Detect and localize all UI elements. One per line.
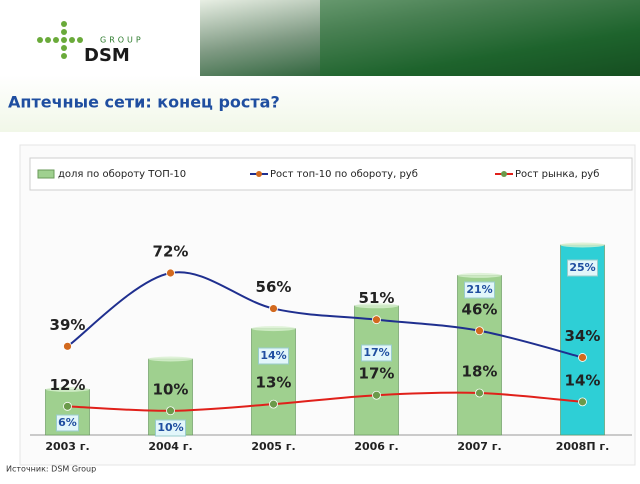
bar-label-box [258,347,289,365]
bar-top [457,272,502,278]
bar-label-box [567,259,598,277]
logo-cross [37,21,83,59]
x-tick-label: 2004 г. [148,440,192,453]
line-label: 39% [50,316,86,334]
bar-label-box [361,344,392,362]
line-label: 12% [50,376,86,394]
line-marker [578,397,587,407]
line-label: 10% [153,380,189,398]
line-marker [372,390,381,400]
line-marker [475,388,484,398]
bar-top [560,242,605,248]
bar-label: 6% [58,416,77,429]
chart-panel [19,144,636,466]
logo-group: GROUP [100,36,144,45]
bar-label-box [464,281,495,299]
slide-title: Аптечные сети: конец роста? [8,93,280,112]
bar-label: 14% [260,349,286,362]
x-tick-label: 2007 г. [457,440,501,453]
bar-top [148,356,193,362]
line-label: 56% [256,278,292,296]
line-label: 72% [153,243,189,261]
line-marker [166,268,175,278]
line-label: 46% [462,300,498,318]
legend-label: доля по обороту ТОП-10 [58,169,186,180]
line-marker [578,353,587,362]
line-marker [166,406,175,416]
x-tick-label: 2006 г. [354,440,398,453]
line-marker [269,304,278,313]
line-label: 51% [359,289,395,307]
line-label: 17% [359,365,395,383]
line-marker [63,401,72,411]
legend [29,157,633,191]
bar-label: 25% [569,261,595,274]
legend-marker [256,171,262,177]
legend-label: Рост топ-10 по обороту, руб [270,169,418,180]
x-tick-label: 2008П г. [556,440,610,453]
bar-top [251,326,296,332]
bar [354,305,399,436]
line-marker [63,341,72,351]
bar [251,328,296,436]
logo-name: DSM [84,45,130,66]
legend-label: Рост рынка, руб [515,169,599,180]
line-label: 14% [565,371,601,389]
source: Источник: DSM Group [6,465,96,474]
line-marker [269,399,278,409]
bar-label-box [155,419,186,437]
bar-label: 21% [466,283,492,296]
line-marker [475,326,484,336]
x-tick-label: 2003 г. [45,440,89,453]
line [66,271,583,359]
legend-swatch [37,169,55,179]
line-label: 34% [565,327,601,345]
line-label: 18% [462,363,498,381]
line [67,391,583,412]
bar-label: 10% [157,421,183,434]
x-tick-label: 2005 г. [251,440,295,453]
line-label: 13% [256,374,292,392]
bar-label: 17% [363,346,389,359]
title-band [0,75,640,132]
legend-marker [501,171,507,177]
bar-top [45,386,90,392]
header-image [320,0,640,76]
line-marker [372,315,381,325]
bar [457,275,502,436]
bar-top [354,303,399,309]
bar-label-box [56,414,79,432]
